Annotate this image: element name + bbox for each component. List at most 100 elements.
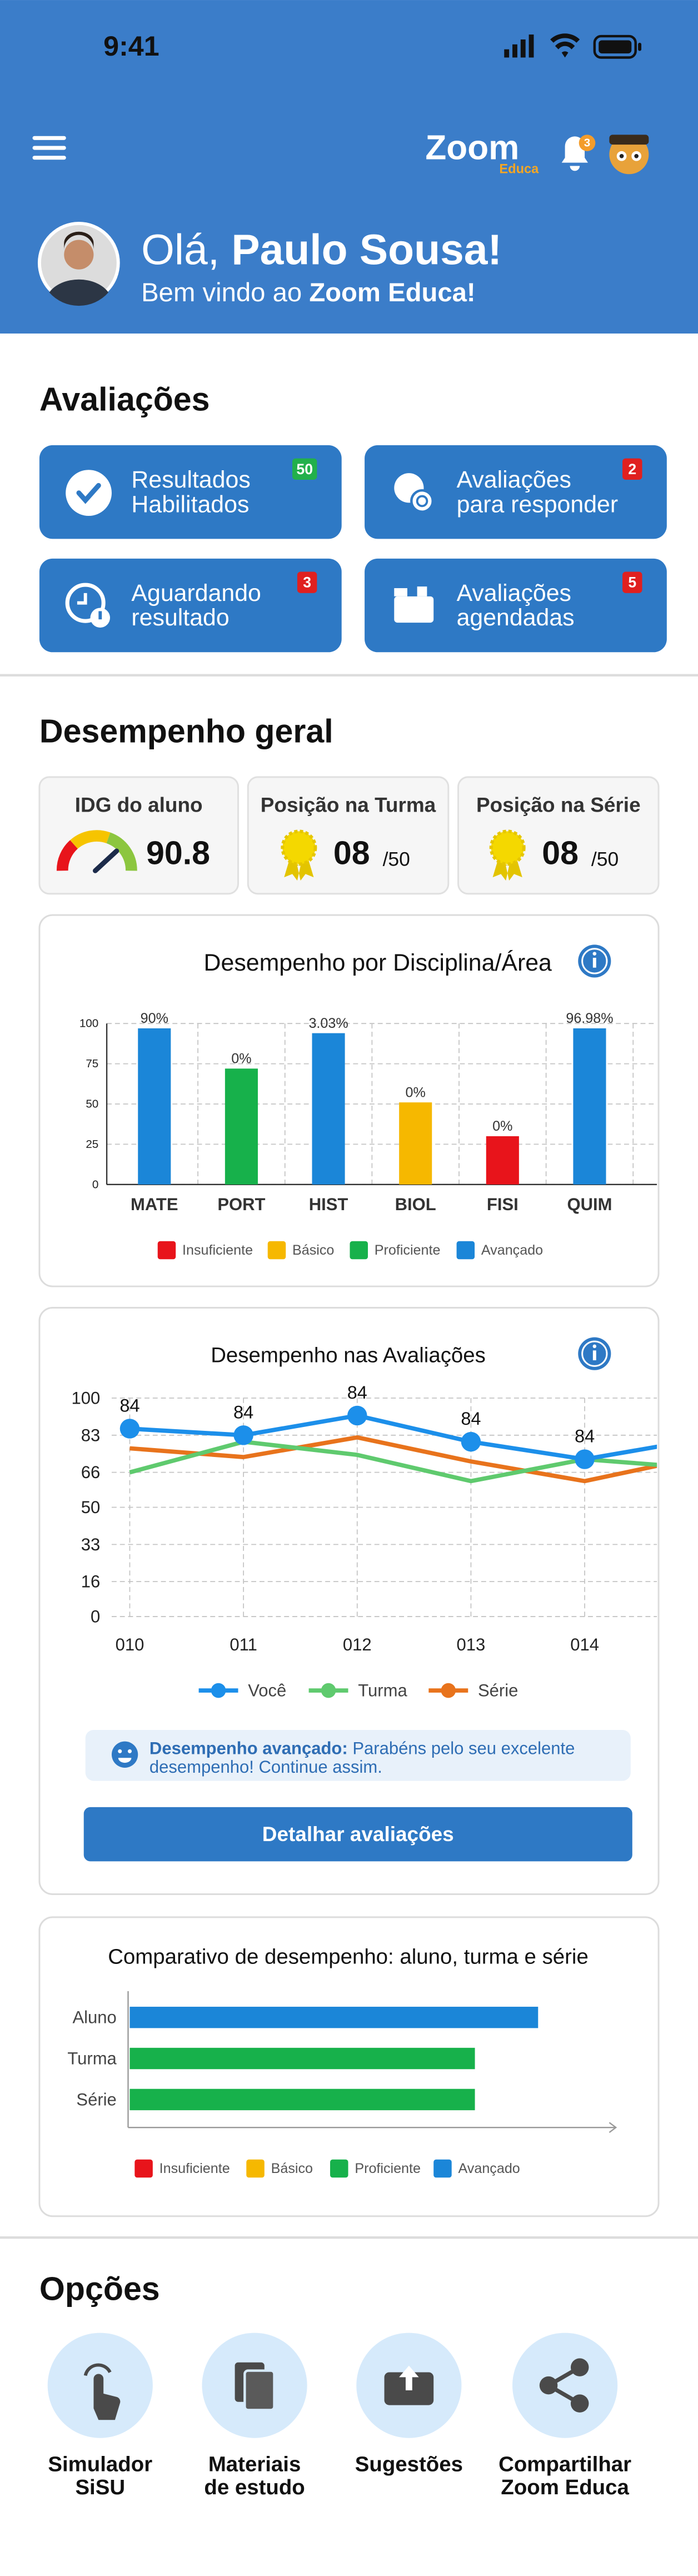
x-tick-label: PORT: [217, 1195, 265, 1214]
option-label: Simulador: [48, 2452, 152, 2476]
badge-count: 5: [628, 574, 636, 591]
y-tick-label: 50: [86, 1098, 98, 1111]
legend-label: Proficiente: [375, 1242, 441, 1258]
legend-swatch: [267, 1241, 286, 1260]
y-tick-label: 0: [91, 1607, 100, 1627]
chart-title: Comparativo de desempenho: aluno, turma …: [108, 1945, 589, 1968]
button-background: [365, 445, 667, 539]
y-tick-label: Turma: [67, 2049, 117, 2068]
button-label: Aguardando: [131, 580, 261, 606]
button-background: [39, 558, 342, 653]
x-tick-label: 013: [457, 1635, 486, 1654]
point: [119, 1419, 140, 1439]
x-tick-label: 010: [116, 1635, 144, 1654]
y-tick-label: 16: [81, 1572, 101, 1592]
button-icon: [394, 473, 434, 513]
option-icon: [539, 2358, 589, 2413]
option-icon: [384, 2365, 434, 2405]
y-tick-label: 50: [81, 1498, 101, 1517]
x-tick-label: HIST: [309, 1195, 348, 1214]
point: [575, 1449, 595, 1469]
stat-label: IDG do aluno: [75, 794, 203, 817]
bar-annotation: 96.98%: [566, 1011, 613, 1026]
button-background: [39, 445, 342, 539]
stat-cards: IDG do aluno Posição na Turma Posição na…: [38, 776, 660, 895]
notice-title: Desempenho avançado:: [149, 1738, 348, 1758]
profile-icon[interactable]: [609, 135, 649, 175]
icon-shape: [570, 2358, 589, 2376]
button-label: Detalhar avaliações: [262, 1823, 454, 1846]
y-tick-label: Aluno: [72, 2008, 116, 2027]
badge-count: 3: [303, 574, 311, 591]
status-icons: [504, 33, 642, 59]
welcome-text: Bem vindo ao: [141, 278, 302, 307]
point-annotation: 84: [461, 1409, 481, 1429]
button-icon: [66, 470, 112, 516]
icon-shape: [416, 495, 428, 508]
series-line: [129, 1435, 657, 1484]
icon-shape: [417, 586, 427, 596]
legend-label: Avançado: [458, 2161, 520, 2176]
medal: [281, 829, 317, 881]
option-label: Materiais: [208, 2452, 301, 2476]
details-button[interactable]: Detalhar avaliações: [83, 1807, 632, 1862]
section-title: Avaliações: [39, 381, 210, 418]
chart-title: Desempenho nas Avaliações: [211, 1344, 486, 1367]
legend-label: Básico: [292, 1242, 334, 1258]
x-tick-label: FISI: [487, 1195, 518, 1214]
info-button[interactable]: [578, 944, 611, 978]
icon-shape: [98, 611, 102, 620]
icon-shape: [394, 588, 407, 596]
legend-swatch: [134, 2159, 153, 2178]
stat-card: [247, 776, 450, 895]
legend-swatch: [433, 2159, 452, 2178]
button-label: Avaliações: [457, 466, 571, 493]
option-label: Compartilhar: [498, 2452, 631, 2476]
button-label: Resultados: [131, 466, 250, 493]
point-annotation: 84: [575, 1426, 595, 1446]
x-tick-label: QUIM: [567, 1195, 612, 1214]
stat-label: Posição na Série: [476, 794, 641, 817]
button-icon: [394, 586, 434, 623]
badge-count: 2: [628, 461, 636, 478]
legend-swatch: [157, 1241, 176, 1260]
notification-badge: [579, 135, 596, 151]
bar-annotation: 0%: [231, 1051, 251, 1067]
button-label: resultado: [131, 604, 229, 631]
bar: [138, 1028, 171, 1185]
legend-label: Insuficiente: [159, 2161, 230, 2176]
x-tick-label: MATE: [131, 1195, 178, 1214]
welcome: Bem vindo ao Zoom Educa!: [141, 278, 476, 307]
notification-bell[interactable]: 3: [561, 135, 596, 171]
option-label: Sugestões: [355, 2452, 463, 2476]
legend-label: Básico: [271, 2161, 313, 2176]
stat-label: Posição na Turma: [261, 794, 436, 817]
legend-marker: [441, 1683, 456, 1698]
info-button[interactable]: [578, 1337, 611, 1370]
line-chart: Desempenho nas Avaliações 0 16 33 50 66 83 100 0…: [72, 1344, 657, 1700]
y-tick-label: 75: [86, 1057, 98, 1070]
button-label: agendadas: [457, 604, 575, 631]
legend-label: Série: [478, 1681, 518, 1700]
icon-shape: [65, 583, 106, 623]
option-item[interactable]: Sugestões: [355, 2333, 463, 2476]
point: [233, 1425, 253, 1445]
point-annotation: 84: [119, 1396, 139, 1416]
logo: Zoom: [425, 129, 519, 167]
y-tick-label: 33: [81, 1535, 101, 1554]
y-tick-label: 0: [92, 1178, 99, 1191]
icon-shape: [410, 489, 434, 513]
app-name: Zoom Educa!: [309, 278, 475, 307]
bar: [399, 1102, 432, 1185]
hbar-chart: Comparativo de desempenho: aluno, turma …: [67, 1945, 617, 2178]
legend-swatch: [350, 1241, 368, 1260]
menu-button[interactable]: [32, 136, 66, 160]
